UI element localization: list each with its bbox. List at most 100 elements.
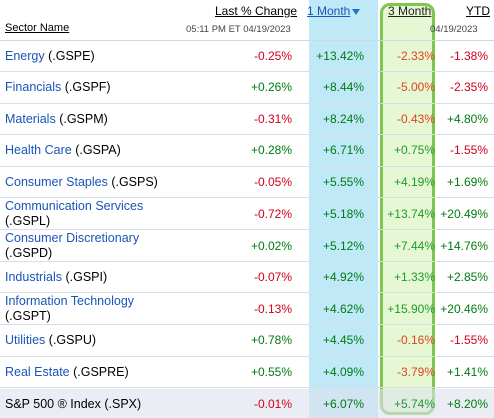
sector-ticker: (.GSPI) [65,270,108,284]
ytd-value: +8.20% [446,397,488,411]
sector-name: Information Technology [5,294,135,308]
sector-name: Health Care [5,143,72,157]
table-header: Last % Change 1 Month 3 Month YTD Sector… [0,0,494,41]
index-name-link[interactable]: S&P 500 ® Index (.SPX) [5,397,141,412]
sector-name-link[interactable]: Materials (.GSPM) [5,112,108,127]
last-pct-change-header[interactable]: Last % Change [215,4,298,18]
ytd-value: -1.38% [449,49,488,63]
three-month-value: +5.74% [393,397,435,411]
one-month-value: +6.07% [322,397,364,411]
sector-name-header[interactable]: Sector Name [5,22,70,34]
sector-name: Utilities [5,333,46,347]
sector-ticker: (.GSPD) [5,246,53,260]
ytd-value: -1.55% [449,333,488,347]
index-row: S&P 500 ® Index (.SPX) -0.01% +6.07% +5.74%… [0,389,494,418]
one-month-column-highlight [309,0,378,418]
one-month-value: +4.09% [322,365,364,379]
table-row: Health Care (.GSPA) +0.28% +6.71% +0.75% -1.… [0,135,494,167]
last-change-value: -0.05% [253,175,292,189]
table-row: Consumer Discretionary (.GSPD) +0.02% +5.12… [0,230,494,262]
sector-ticker: (.GSPS) [111,175,158,189]
sector-name-link[interactable]: Industrials (.GSPI) [5,270,107,285]
one-month-header[interactable]: 1 Month [307,4,351,18]
one-month-value: +5.55% [322,175,364,189]
one-month-value: +4.45% [322,333,364,347]
sector-ticker: (.GSPU) [48,333,97,347]
sector-name-link[interactable]: Consumer Staples (.GSPS) [5,175,158,190]
one-month-value: +6.71% [322,143,364,157]
three-month-value: +4.19% [393,175,435,189]
sector-name: Communication Services [5,199,144,213]
table-row: Communication Services (.GSPL) -0.72% +5.18… [0,198,494,230]
ytd-header[interactable]: YTD [466,4,490,18]
sector-name-link[interactable]: Financials (.GSPF) [5,80,111,95]
ytd-value: -1.55% [449,143,488,157]
ytd-value: +2.85% [446,270,488,284]
sector-name-link[interactable]: Communication Services (.GSPL) [5,199,143,229]
sector-name: Consumer Discretionary [5,231,140,245]
table-row: Materials (.GSPM) -0.31% +8.24% -0.43% +4.80… [0,104,494,135]
one-month-value: +5.12% [322,239,364,253]
table-row: Consumer Staples (.GSPS) -0.05% +5.55% +4.1… [0,167,494,198]
sector-ticker: (.GSPF) [64,80,111,94]
sector-name: Consumer Staples [5,175,108,189]
three-month-value: +15.90% [387,302,435,316]
sector-name: Real Estate [5,365,70,379]
ytd-value: +14.76% [440,239,488,253]
ytd-date: 04/19/2023 [430,24,478,35]
one-month-value: +13.42% [316,49,364,63]
sector-name: Materials [5,112,56,126]
sector-name-link[interactable]: Utilities (.GSPU) [5,333,96,348]
table-row: Energy (.GSPE) -0.25% +13.42% -2.33% -1.38% [0,41,494,72]
sector-ticker: (.GSPM) [59,112,108,126]
three-month-header[interactable]: 3 Month [388,4,432,18]
sector-name: Industrials [5,270,62,284]
sector-name-link[interactable]: Health Care (.GSPA) [5,143,121,158]
last-change-value: -0.25% [253,49,292,63]
ytd-value: +20.49% [440,207,488,221]
three-month-value: -5.00% [396,80,435,94]
sector-ticker: (.GSPL) [5,214,51,228]
last-change-value: +0.26% [250,80,292,94]
last-change-value: +0.02% [250,239,292,253]
one-month-value: +4.62% [322,302,364,316]
three-month-value: -3.79% [396,365,435,379]
ytd-value: +4.80% [446,112,488,126]
sector-name-link[interactable]: Energy (.GSPE) [5,49,95,64]
three-month-value: +0.75% [393,143,435,157]
one-month-value: +8.44% [322,80,364,94]
sector-name-link[interactable]: Real Estate (.GSPRE) [5,365,129,380]
sector-ticker: (.GSPE) [48,49,95,63]
ytd-value: +1.69% [446,175,488,189]
sector-name-link[interactable]: Consumer Discretionary (.GSPD) [5,231,139,261]
sector-ticker: (.SPX) [104,397,142,411]
last-change-value: -0.31% [253,112,292,126]
last-change-value: +0.28% [250,143,292,157]
table-row: Real Estate (.GSPRE) +0.55% +4.09% -3.79% +1… [0,357,494,388]
three-month-value: +1.33% [393,270,435,284]
sort-descending-icon[interactable] [352,9,360,15]
table-row: Utilities (.GSPU) +0.78% +4.45% -0.16% -1.55… [0,325,494,357]
three-month-value: -0.43% [396,112,435,126]
sector-name: S&P 500 ® Index [5,397,101,411]
last-updated-timestamp: 05:11 PM ET 04/19/2023 [186,24,291,35]
ytd-value: -2.35% [449,80,488,94]
sector-ticker: (.GSPT) [5,309,51,323]
sector-ticker: (.GSPA) [75,143,121,157]
table-row: Financials (.GSPF) +0.26% +8.44% -5.00% -2.3… [0,72,494,104]
three-month-value: +13.74% [387,207,435,221]
one-month-value: +8.24% [322,112,364,126]
last-change-value: -0.72% [253,207,292,221]
last-change-value: -0.13% [253,302,292,316]
last-change-value: -0.07% [253,270,292,284]
ytd-value: +20.46% [440,302,488,316]
ytd-value: +1.41% [446,365,488,379]
three-month-value: -2.33% [396,49,435,63]
sector-name: Financials [5,80,62,94]
sector-name: Energy [5,49,45,63]
three-month-value: +7.44% [393,239,435,253]
sector-name-link[interactable]: Information Technology (.GSPT) [5,294,134,324]
table-row: Information Technology (.GSPT) -0.13% +4.62… [0,293,494,325]
last-change-value: +0.55% [250,365,292,379]
